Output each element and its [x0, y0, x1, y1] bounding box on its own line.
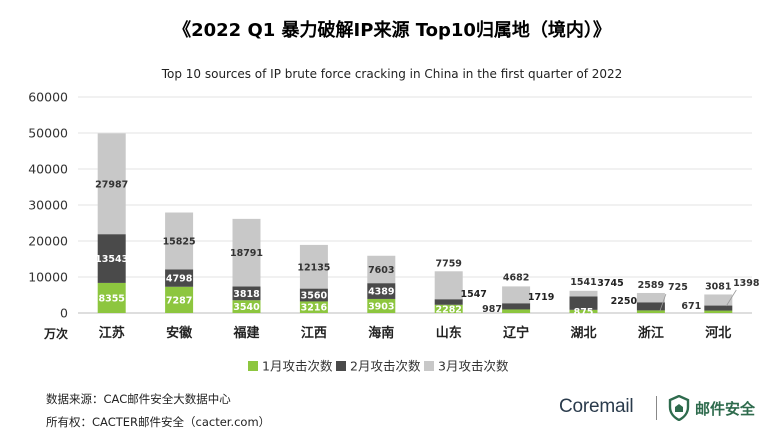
- mail-security-logo-text: 邮件安全: [695, 400, 756, 418]
- x-category-label: 江苏: [99, 325, 125, 341]
- bar-segment: [299, 301, 328, 313]
- bar-segment: [165, 269, 194, 287]
- data-source-note: 数据来源：CAC邮件安全大数据中心: [46, 392, 231, 406]
- data-label: 2589: [638, 280, 664, 291]
- bar-segment: [704, 310, 733, 313]
- data-label: 27987: [95, 179, 128, 190]
- x-category-label: 福建: [232, 325, 259, 341]
- x-category-label: 湖北: [570, 326, 596, 341]
- stacked-bar-chart: 《2022 Q1 暴力破解IP来源 Top10归属地（境内）》 Top 10 s…: [28, 19, 760, 374]
- x-category-label: 江西: [301, 325, 327, 341]
- leader-line: [659, 293, 667, 312]
- bar-segment: [636, 310, 665, 313]
- legend-label: 1月攻击次数: [262, 359, 333, 374]
- bar-segment: [299, 244, 328, 289]
- x-category-label: 辽宁: [503, 325, 529, 341]
- legend-label: 3月攻击次数: [438, 359, 509, 374]
- x-category-label: 浙江: [638, 325, 664, 341]
- legend-label: 2月攻击次数: [350, 359, 421, 374]
- data-label: 2282: [435, 304, 461, 315]
- data-label: 15825: [163, 237, 196, 248]
- data-label: 725: [668, 282, 688, 293]
- y-tick-label: 20000: [28, 234, 68, 249]
- bar-segment: [97, 282, 126, 313]
- data-label: 875: [574, 307, 594, 318]
- legend-swatch: [336, 361, 346, 371]
- bar-segment: [434, 299, 463, 305]
- bar-segment: [232, 300, 261, 313]
- bar-segment: [165, 212, 194, 270]
- data-label: 13543: [95, 254, 128, 265]
- coremail-logo: Coremail: [559, 396, 634, 417]
- legend-swatch: [248, 361, 258, 371]
- bar-segment: [569, 309, 598, 313]
- data-label: 12135: [297, 262, 330, 273]
- y-tick-label: 40000: [28, 162, 68, 177]
- bar-segment: [636, 292, 665, 303]
- bar-segment: [232, 286, 261, 301]
- data-label: 3540: [233, 302, 260, 313]
- bar-segment: [502, 286, 531, 304]
- bar-segment: [367, 283, 396, 299]
- data-label: 7759: [435, 258, 461, 269]
- bar-segment: [636, 302, 665, 311]
- x-category-label: 安徽: [166, 325, 193, 341]
- bar-segment: [704, 305, 733, 311]
- bar-segment: [299, 288, 328, 302]
- bar-segment: [569, 290, 598, 297]
- data-label: 3903: [368, 301, 394, 312]
- y-tick-label: 10000: [28, 270, 68, 285]
- data-label: 2250: [611, 296, 638, 307]
- data-label: 1398: [733, 278, 760, 289]
- data-label: 987: [482, 304, 502, 315]
- copyright-note: 所有权：CACTER邮件安全（cacter.com）: [46, 415, 271, 429]
- x-category-label: 海南: [368, 325, 394, 341]
- data-label: 4682: [503, 272, 529, 283]
- data-label: 1541: [570, 277, 596, 288]
- bar-segment: [704, 294, 733, 306]
- bar-segment: [232, 218, 261, 287]
- data-label: 3081: [705, 281, 731, 292]
- bar-segment: [97, 133, 126, 235]
- bar-segment: [434, 304, 463, 313]
- bar-segment: [97, 234, 126, 283]
- y-axis-unit: 万次: [43, 326, 68, 341]
- data-label: 1719: [528, 292, 554, 303]
- data-label: 3745: [597, 278, 623, 289]
- bar-segment: [502, 309, 531, 313]
- data-label: 7287: [166, 295, 192, 306]
- shield-icon: [668, 395, 690, 421]
- data-label: 4798: [166, 274, 193, 285]
- data-label: 3818: [233, 289, 260, 300]
- y-tick-label: 50000: [28, 126, 68, 141]
- data-label: 3216: [301, 303, 328, 314]
- logo-divider: [656, 396, 657, 420]
- y-tick-label: 0: [60, 306, 68, 321]
- data-label: 1547: [460, 289, 486, 300]
- data-label: 3560: [301, 291, 328, 302]
- chart-title: 《2022 Q1 暴力破解IP来源 Top10归属地（境内）》: [173, 19, 611, 41]
- bar-segment: [165, 286, 194, 313]
- data-label: 4389: [368, 287, 394, 298]
- legend-swatch: [424, 361, 434, 371]
- chart-subtitle: Top 10 sources of IP brute force crackin…: [161, 67, 623, 81]
- leader-line: [725, 289, 737, 307]
- x-category-label: 河北: [705, 325, 731, 341]
- y-tick-label: 30000: [28, 198, 68, 213]
- bar-segment: [434, 271, 463, 300]
- data-label: 7603: [368, 265, 394, 276]
- data-label: 18791: [230, 248, 263, 259]
- bar-segment: [502, 303, 531, 310]
- data-label: 671: [681, 301, 701, 312]
- bar-segment: [367, 255, 396, 284]
- bar-segment: [569, 296, 598, 310]
- y-tick-label: 60000: [28, 90, 68, 105]
- bar-segment: [367, 298, 396, 313]
- x-category-label: 山东: [436, 325, 462, 341]
- data-label: 8355: [98, 293, 124, 304]
